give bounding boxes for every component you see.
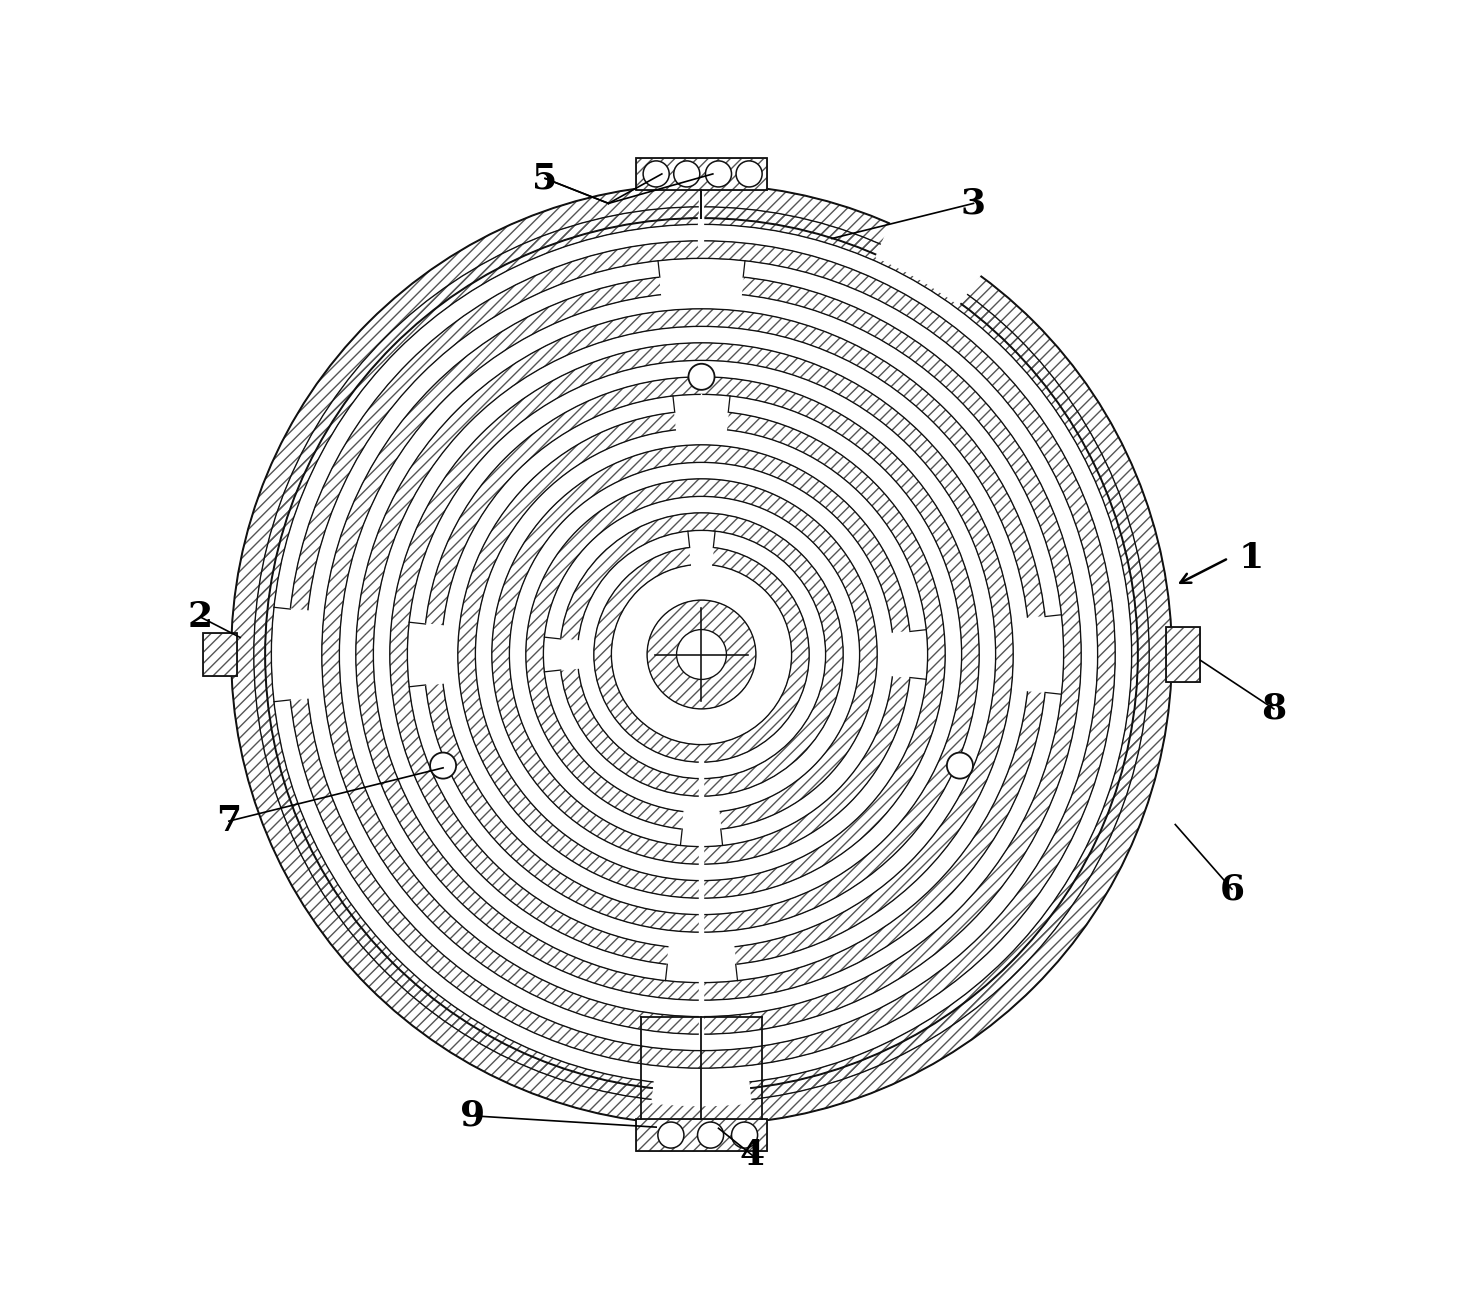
Circle shape [674,161,700,187]
Bar [203,634,237,675]
Text: 5: 5 [533,161,558,195]
Bar [637,158,766,190]
Bar [1167,627,1200,682]
Wedge shape [659,271,743,298]
Text: 6: 6 [1219,872,1244,906]
Bar [203,634,237,675]
Wedge shape [666,944,736,970]
Wedge shape [284,609,312,700]
Circle shape [947,753,972,779]
Circle shape [736,161,762,187]
Text: 8: 8 [1261,692,1287,726]
Circle shape [731,1122,758,1148]
Wedge shape [690,543,713,568]
Text: 1: 1 [1239,541,1264,575]
Circle shape [231,185,1172,1124]
Bar [203,634,237,675]
Wedge shape [674,407,728,433]
Wedge shape [421,623,446,686]
Bar [637,158,766,190]
Wedge shape [1024,617,1050,692]
Circle shape [430,753,456,779]
Bar [637,158,766,190]
Bar [1167,627,1200,682]
Circle shape [688,364,715,390]
Wedge shape [878,246,965,301]
Wedge shape [556,639,581,670]
Circle shape [647,600,756,709]
Wedge shape [683,808,721,834]
Circle shape [658,1122,684,1148]
Circle shape [697,1122,724,1148]
Wedge shape [888,631,915,678]
Wedge shape [652,1079,752,1106]
Bar [1167,627,1200,682]
Text: 3: 3 [961,186,986,220]
Text: 7: 7 [216,804,241,838]
Bar [637,1119,766,1151]
Circle shape [706,161,731,187]
Wedge shape [875,221,981,305]
Bar [637,1119,766,1151]
Text: 4: 4 [740,1139,765,1173]
Text: 2: 2 [188,600,213,634]
Circle shape [643,161,669,187]
Bar [637,1119,766,1151]
Text: 9: 9 [460,1098,485,1132]
Circle shape [677,630,727,679]
